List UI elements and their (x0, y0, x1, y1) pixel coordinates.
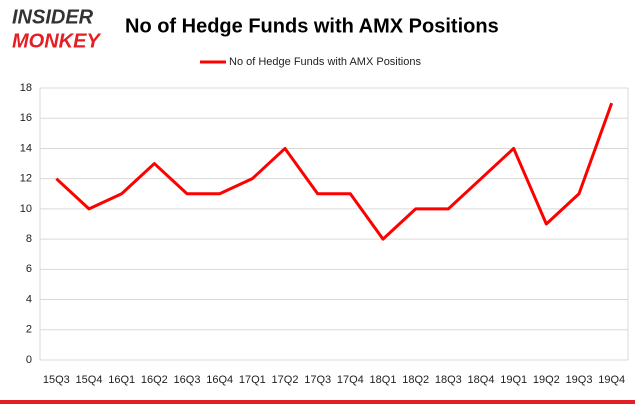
chart-title: No of Hedge Funds with AMX Positions (125, 15, 499, 37)
x-tick-label: 17Q3 (304, 374, 331, 386)
x-tick-label: 19Q2 (533, 374, 560, 386)
x-tick-label: 15Q3 (43, 374, 70, 386)
x-tick-label: 17Q4 (337, 374, 364, 386)
legend-label: No of Hedge Funds with AMX Positions (229, 56, 421, 68)
x-tick-label: 19Q4 (598, 374, 625, 386)
logo-line-1: INSIDER (12, 6, 94, 28)
y-tick-label: 4 (26, 293, 32, 305)
x-tick-label: 18Q4 (468, 374, 495, 386)
y-tick-label: 12 (20, 173, 32, 185)
x-tick-label: 15Q4 (76, 374, 103, 386)
plot-frame (39, 87, 629, 361)
x-tick-label: 18Q1 (370, 374, 397, 386)
y-tick-label: 8 (26, 233, 32, 245)
y-tick-label: 0 (26, 354, 32, 366)
x-tick-label: 17Q2 (272, 374, 299, 386)
x-tick-label: 16Q2 (141, 374, 168, 386)
x-tick-label: 19Q1 (500, 374, 527, 386)
y-tick-label: 6 (26, 263, 32, 275)
data-line (55, 102, 614, 241)
x-tick-label: 18Q3 (435, 374, 462, 386)
y-tick-label: 2 (26, 324, 32, 336)
y-tick-label: 18 (20, 82, 32, 94)
y-tick-label: 14 (20, 142, 32, 154)
x-tick-label: 19Q3 (566, 374, 593, 386)
y-tick-label: 10 (20, 203, 32, 215)
logo-line-2: MONKEY (12, 30, 101, 52)
y-tick-label: 16 (20, 112, 32, 124)
x-tick-label: 17Q1 (239, 374, 266, 386)
x-tick-label: 16Q3 (174, 374, 201, 386)
x-tick-label: 16Q4 (206, 374, 233, 386)
x-tick-label: 16Q1 (108, 374, 135, 386)
x-tick-label: 18Q2 (402, 374, 429, 386)
